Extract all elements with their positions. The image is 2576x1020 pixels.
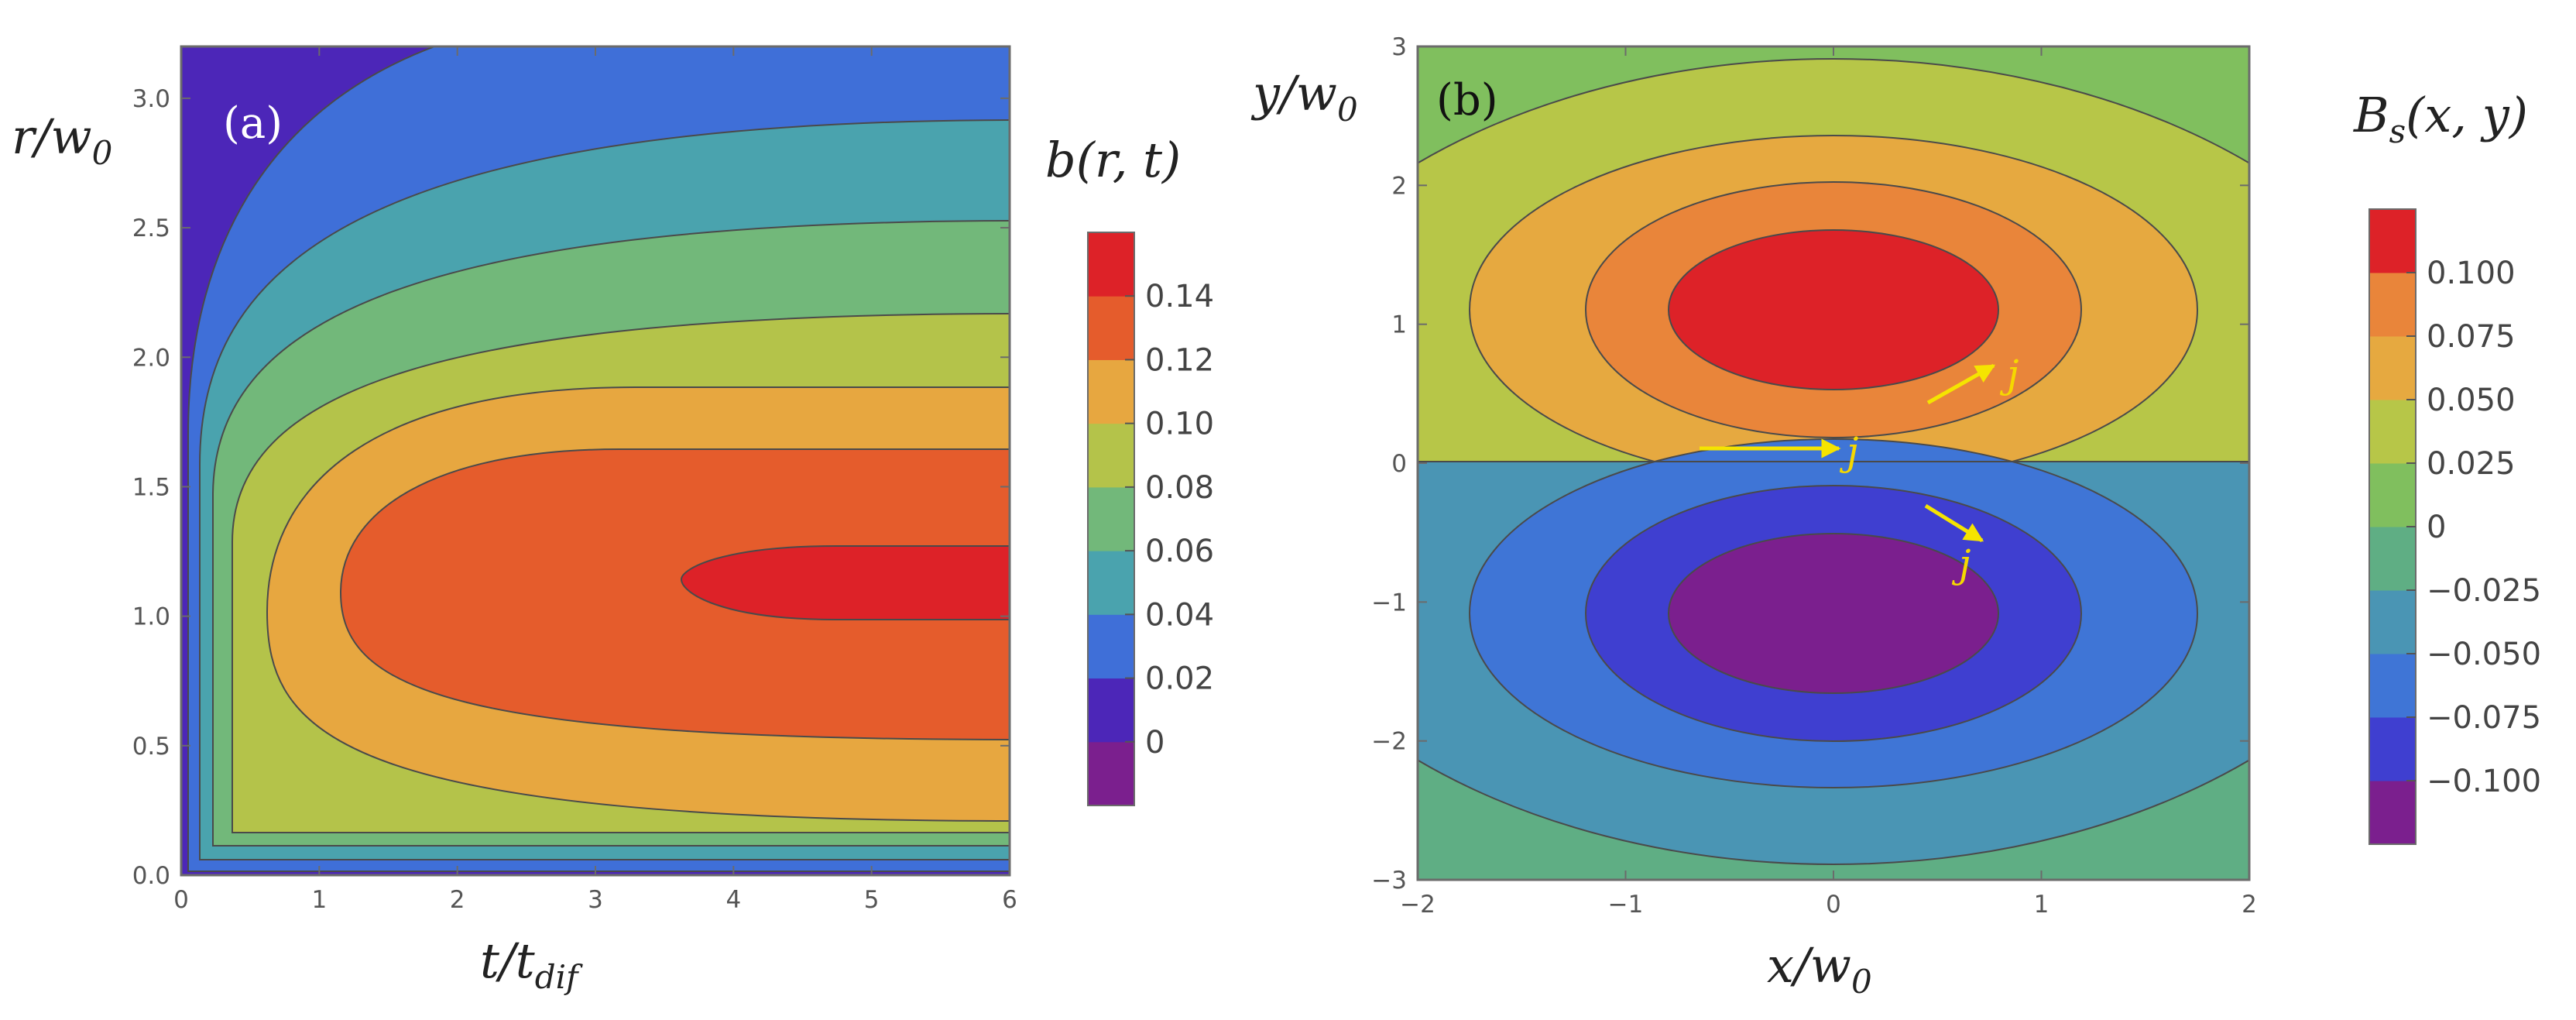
colorbar-a-swatch: [1088, 359, 1134, 424]
colorbar-a-tick-label: 0.06: [1145, 534, 1214, 569]
colorbar-b-tick-label: 0.050: [2427, 383, 2516, 418]
colorbar-a-frame: [1087, 232, 1135, 806]
colorbar-b-swatch: [2369, 463, 2416, 527]
panel-b-ylabel: y/w0: [1250, 65, 1358, 129]
colorbar-b-swatch: [2369, 717, 2416, 781]
colorbar-a-tick-label: 0.04: [1145, 597, 1214, 633]
current-arrow-upper-right: [1926, 363, 1996, 405]
colorbar-b: 0.100 0.075 0.050 0.025 0 −0.025 −0.050 −0.075 −…: [2368, 208, 2541, 845]
a-ytick-label: 1.5: [132, 473, 170, 501]
colorbar-b-tick-label: 0.025: [2427, 446, 2516, 482]
colorbar-a-swatch: [1088, 423, 1134, 488]
colorbar-a-swatch: [1088, 678, 1134, 743]
colorbar-b-tick-label: −0.100: [2427, 764, 2541, 799]
a-xtick-label: 3: [588, 886, 603, 914]
colorbar-a-tick-label: 0.14: [1145, 279, 1214, 314]
colorbar-a-tick-label: 0: [1145, 725, 1165, 761]
current-arrow-lower-right: [1924, 503, 1984, 543]
colorbar-b-tick-label: 0: [2427, 510, 2446, 545]
panel-a: 0 1 2 3 4 5 6 0.0 0.5 1.0 1.5 2.0 2.5 3.0 (a) r/w0 t…: [12, 45, 1214, 996]
colorbar-b-tick-label: −0.075: [2427, 700, 2541, 736]
colorbar-b-tick-label: −0.050: [2427, 637, 2541, 672]
colorbar-b-tick-label: 0.075: [2427, 319, 2516, 355]
colorbar-a-tick-label: 0.12: [1145, 342, 1214, 378]
colorbar-b-swatch: [2369, 209, 2416, 273]
b-ytick-label: 1: [1391, 311, 1407, 339]
b-ytick-label: 2: [1391, 172, 1407, 200]
colorbar-b-swatch: [2369, 527, 2416, 591]
b-xtick-label: −2: [1400, 891, 1435, 919]
colorbar-b-tick-label: −0.025: [2427, 573, 2541, 609]
panel-a-ylabel: r/w0: [12, 108, 112, 172]
colorbar-a-title: b(r, t): [1045, 132, 1181, 188]
b-ytick-label: −2: [1371, 728, 1407, 756]
a-ytick-label: 0.5: [132, 733, 170, 761]
b-ytick-label: −3: [1371, 867, 1407, 895]
panel-b-y-ticks: −3 −2 −1 0 1 2 3: [1371, 33, 2249, 895]
colorbar-b-title: Bs(x, y): [2353, 87, 2528, 150]
b-upper-peak: [1668, 229, 1999, 390]
b-lower-peak: [1668, 533, 1999, 694]
colorbar-a-tick-label: 0.02: [1145, 661, 1214, 697]
a-ytick-label: 2.5: [132, 215, 170, 242]
a-ytick-label: 0.0: [132, 862, 170, 890]
colorbar-a-tick-label: 0.08: [1145, 470, 1214, 506]
colorbar-a-swatch: [1088, 741, 1134, 806]
a-xtick-label: 1: [311, 886, 327, 914]
colorbar-b-swatch: [2369, 400, 2416, 464]
b-xtick-label: 2: [2242, 891, 2257, 919]
b-ytick-label: −1: [1371, 589, 1407, 616]
colorbar-a-swatch: [1088, 486, 1134, 551]
a-band-6: [339, 448, 1010, 740]
a-band-7: [680, 545, 1010, 620]
colorbar-b-swatch: [2369, 781, 2416, 845]
colorbar-a-swatch: [1088, 551, 1134, 615]
a-ytick-label: 1.0: [132, 603, 170, 631]
a-xtick-label: 4: [725, 886, 741, 914]
panel-a-label: (a): [223, 98, 283, 149]
colorbar-b-swatch: [2369, 590, 2416, 654]
panel-b-contours: [1418, 46, 2249, 880]
b-xtick-label: 1: [2034, 891, 2049, 919]
a-ytick-label: 3.0: [132, 85, 170, 113]
a-ytick-label: 2.0: [132, 344, 170, 372]
colorbar-b-swatch: [2369, 654, 2416, 718]
panel-b-label: (b): [1436, 75, 1498, 125]
colorbar-b-swatch: [2369, 273, 2416, 337]
b-xtick-label: 0: [1826, 891, 1841, 919]
panel-a-y-ticks: 0.0 0.5 1.0 1.5 2.0 2.5 3.0: [132, 85, 1010, 890]
panel-a-contours: [181, 46, 1010, 875]
panel-b-xlabel: x/w0: [1767, 937, 1872, 1001]
colorbar-a-swatch: [1088, 232, 1134, 297]
panel-a-xlabel: t/tdif: [480, 932, 583, 996]
b-ytick-label: 0: [1391, 450, 1407, 478]
colorbar-a-swatch: [1088, 296, 1134, 360]
colorbar-b-tick-label: 0.100: [2427, 256, 2516, 291]
a-xtick-label: 0: [173, 886, 189, 914]
colorbar-b-swatch: [2369, 336, 2416, 400]
b-ytick-label: 3: [1391, 33, 1407, 61]
a-xtick-label: 6: [1002, 886, 1017, 914]
panel-b-x-ticks: −2 −1 0 1 2: [1400, 46, 2257, 919]
a-xtick-label: 2: [450, 886, 465, 914]
b-xtick-label: −1: [1608, 891, 1644, 919]
a-xtick-label: 5: [864, 886, 880, 914]
colorbar-a: 0.14 0.12 0.10 0.08 0.06 0.04 0.02 0: [1087, 232, 1214, 806]
colorbar-a-tick-label: 0.10: [1145, 407, 1214, 442]
colorbar-a-swatch: [1088, 614, 1134, 679]
panel-a-x-ticks: 0 1 2 3 4 5 6: [173, 46, 1017, 914]
